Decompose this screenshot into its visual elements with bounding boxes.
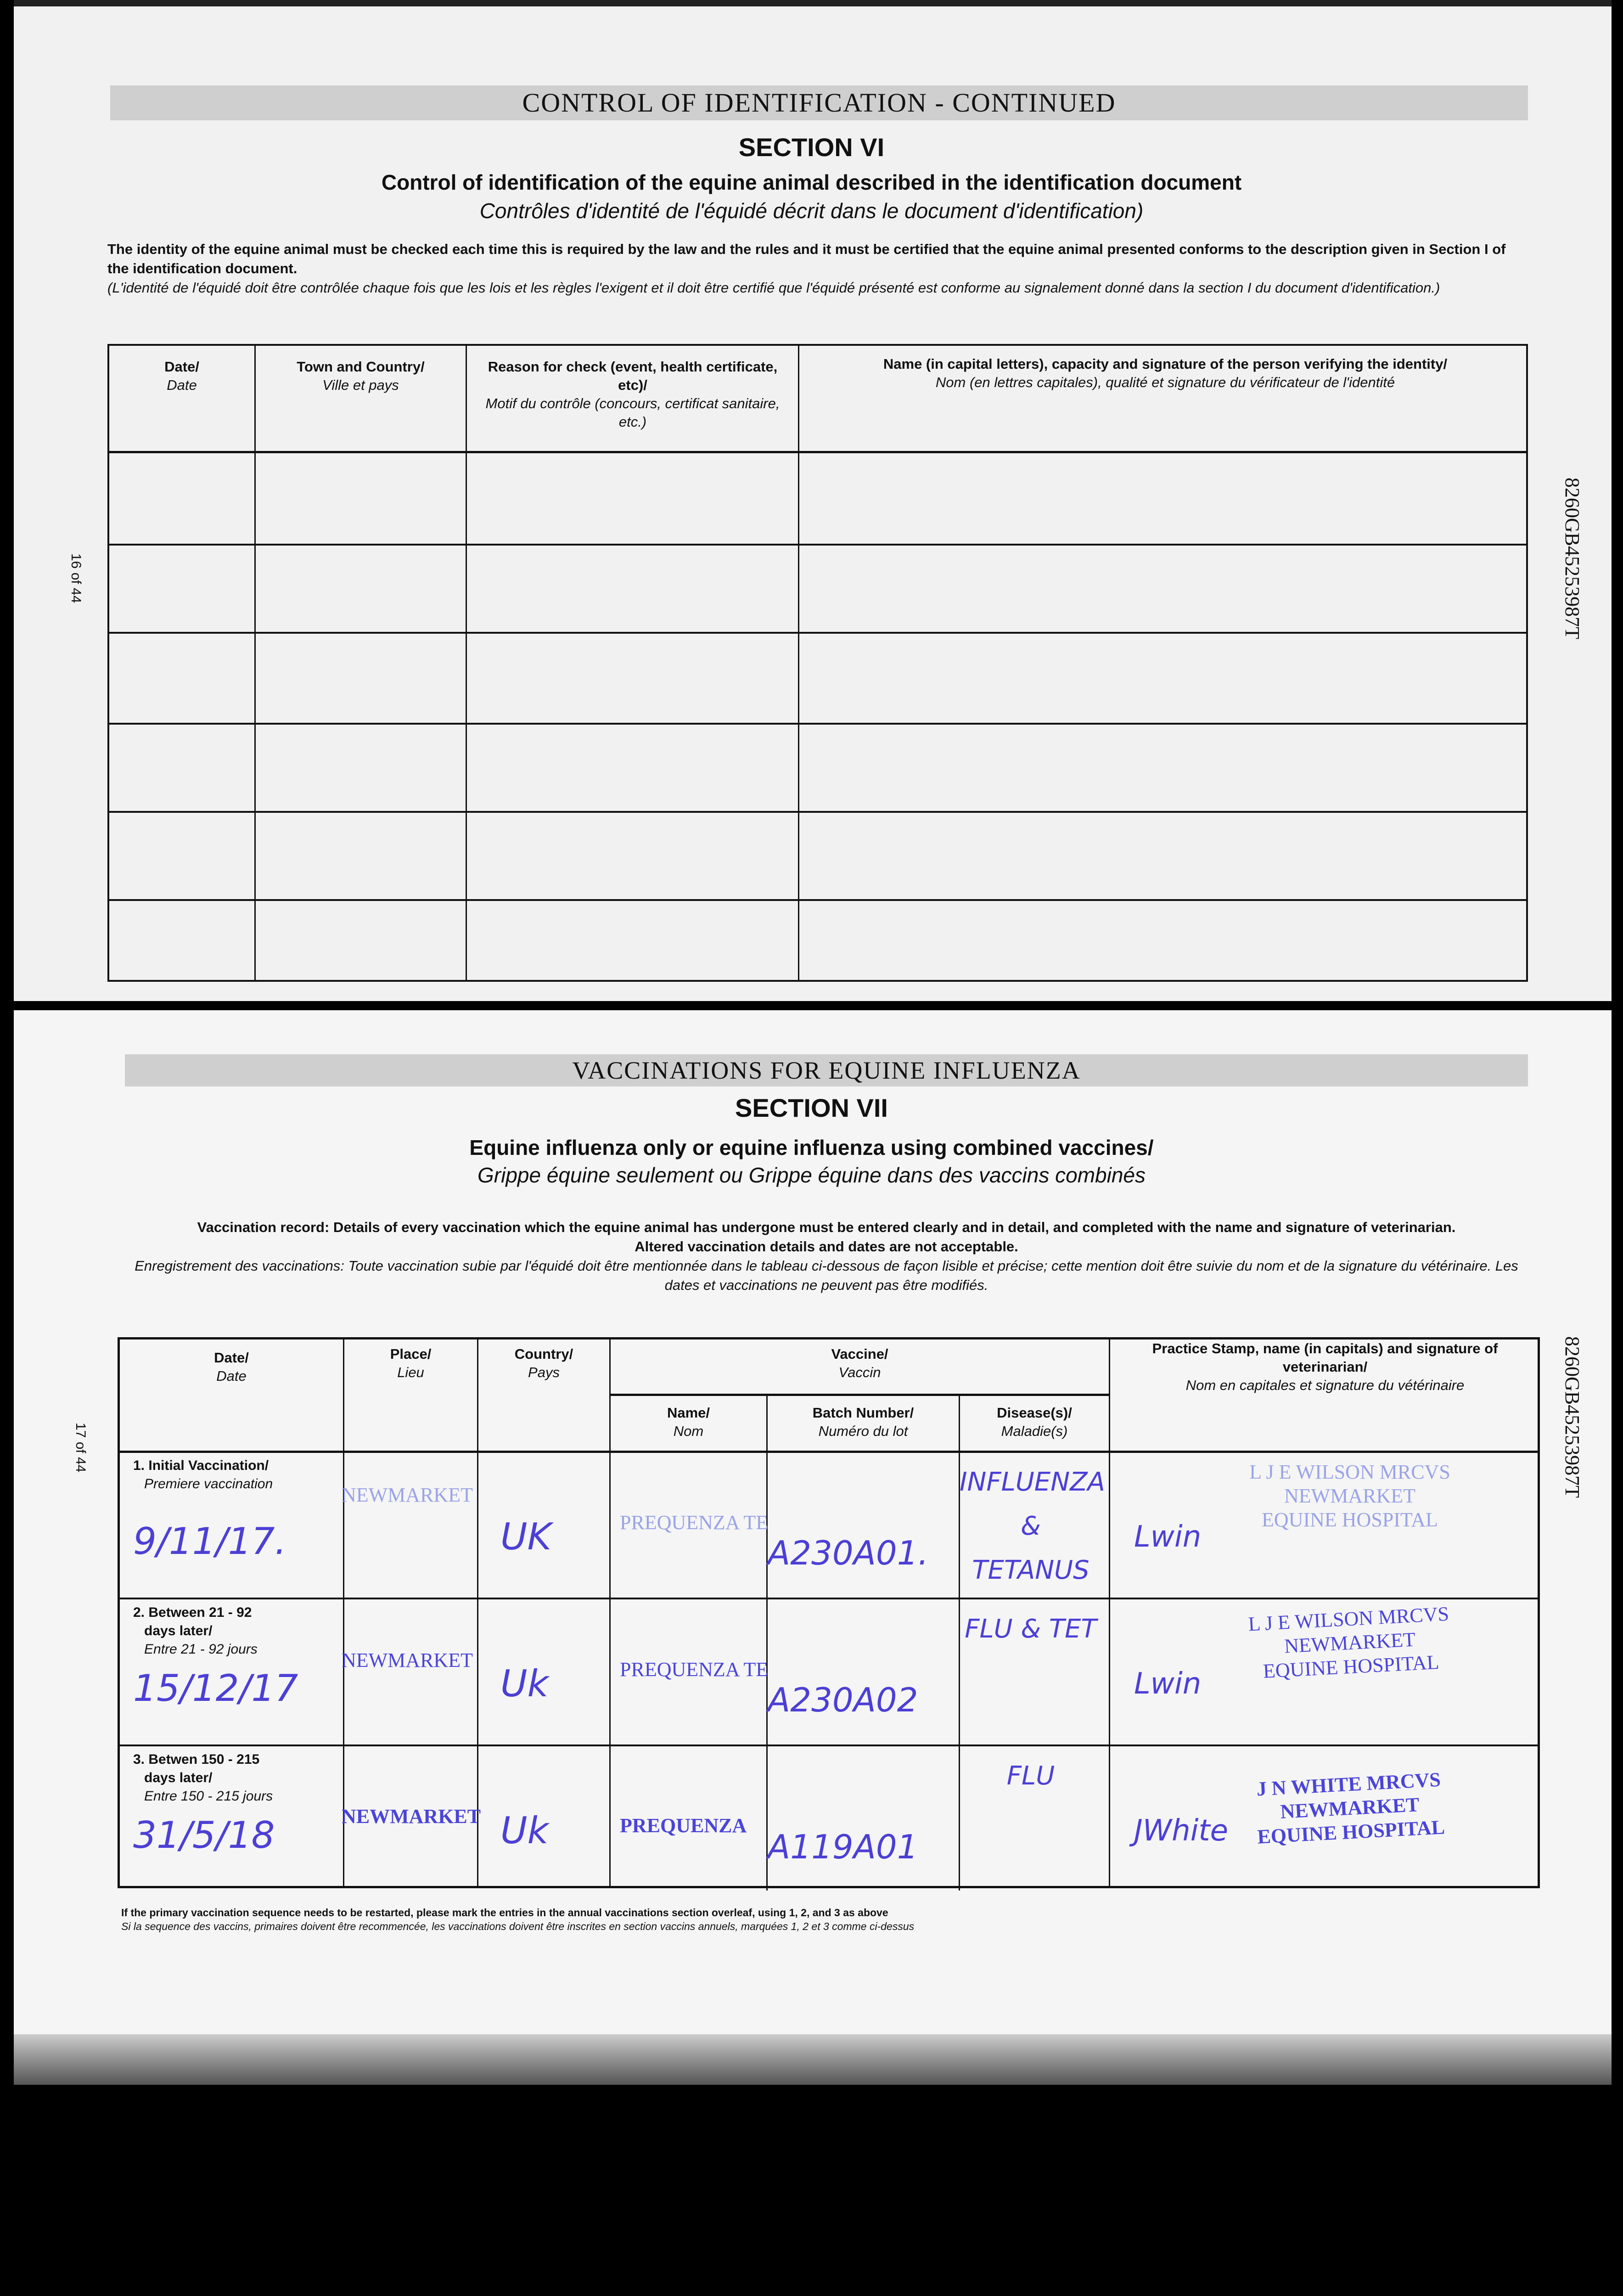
country-entry: Uk (500, 1809, 549, 1852)
vaccine-name-stamp: PREQUENZA TE (620, 1658, 769, 1681)
section-heading: SECTION VII (735, 1093, 888, 1122)
col-batch-number: Batch Number/Numéro du lot (812, 1405, 914, 1439)
vet-stamp: L J E WILSON MRCVS NEWMARKET EQUINE HOSPIT… (1249, 1461, 1450, 1531)
col-town-country: Town and Country/Ville et pays (297, 359, 425, 393)
col-vaccine-name: Name/Nom (667, 1405, 710, 1439)
vaccine-name-stamp: PREQUENZA TE (620, 1511, 769, 1534)
vet-signature: Lwin (1134, 1520, 1202, 1554)
col-diseases: Disease(s)/Maladie(s) (997, 1405, 1072, 1439)
col-vaccine: Vaccine/Vaccin (831, 1346, 888, 1380)
disease-entry: FLU (1006, 1761, 1055, 1791)
section-title: Control of identification of the equine … (381, 170, 1242, 194)
section-title-fr: Contrôles d'identité de l'équidé décrit … (479, 199, 1144, 223)
row-label: 3. Betwen 150 - 215 days later/Entre 150 … (133, 1752, 273, 1804)
section-banner: VACCINATIONS FOR EQUINE INFLUENZA (125, 1054, 1528, 1086)
col-practice-stamp: Practice Stamp, name (in capitals) and s… (1152, 1340, 1498, 1393)
section-title-fr: Grippe équine seulement ou Grippe équine… (477, 1163, 1146, 1187)
country-entry: UK (500, 1515, 552, 1558)
col-reason: Reason for check (event, health certific… (485, 359, 780, 430)
col-verifier: Name (in capital letters), capacity and … (883, 356, 1448, 390)
instructions-en: Vaccination record: Details of every vac… (197, 1219, 1456, 1255)
country-entry: Uk (500, 1662, 549, 1705)
date-entry: 15/12/17 (133, 1667, 298, 1710)
passport-number: 8260GB45253987T (1561, 1336, 1584, 1498)
page-number: 17 of 44 (73, 1423, 88, 1473)
disease-entry: INFLUENZA & TETANUS (960, 1467, 1105, 1585)
section-title: Equine influenza only or equine influenz… (469, 1136, 1154, 1159)
instructions-fr: Enregistrement des vaccinations: Toute v… (135, 1258, 1518, 1293)
date-entry: 9/11/17. (133, 1520, 286, 1563)
row-label: 1. Initial Vaccination/Premiere vaccinat… (133, 1458, 273, 1491)
batch-number-entry: A119A01 (768, 1828, 918, 1866)
binding-strip (14, 2034, 1612, 2085)
vet-signature: JWhite (1134, 1814, 1228, 1848)
row-label: 2. Between 21 - 92 days later/Entre 21 - … (133, 1605, 258, 1657)
disease-entry: FLU & TET (965, 1614, 1097, 1644)
col-place: Place/Lieu (390, 1346, 432, 1380)
vaccine-name-stamp: PREQUENZA (620, 1814, 747, 1837)
passport-number: 8260GB45253987T (1561, 478, 1584, 639)
footnote-fr: Si la sequence des vaccins, primaires do… (121, 1920, 915, 1932)
batch-number-entry: A230A02 (768, 1681, 918, 1719)
date-entry: 31/5/18 (133, 1814, 275, 1857)
place-stamp: NEWMARKET (342, 1484, 473, 1506)
instructions-en: The identity of the equine animal must b… (107, 241, 1506, 276)
section-heading: SECTION VI (738, 133, 885, 162)
vaccination-table: Date/Date Place/Lieu Country/Pays Vaccin… (118, 1337, 1540, 1891)
place-stamp: NEWMARKET (342, 1805, 481, 1828)
vet-signature: Lwin (1134, 1667, 1202, 1701)
page-number: 16 of 44 (68, 553, 84, 603)
place-stamp: NEWMARKET (342, 1649, 473, 1671)
section-banner: CONTROL OF IDENTIFICATION - CONTINUED (110, 85, 1528, 120)
footnote-en: If the primary vaccination sequence need… (121, 1907, 888, 1919)
page-17 (14, 1010, 1612, 2039)
batch-number-entry: A230A01. (768, 1534, 929, 1572)
col-country: Country/Pays (514, 1346, 573, 1380)
page-16 (14, 0, 1612, 1001)
col-date: Date/Date (164, 359, 199, 393)
identity-check-table: Date/Date Town and Country/Ville et pays… (107, 344, 1528, 982)
col-date: Date/Date (214, 1350, 249, 1384)
instructions-fr: (L'identité de l'équidé doit être contrô… (107, 280, 1440, 296)
